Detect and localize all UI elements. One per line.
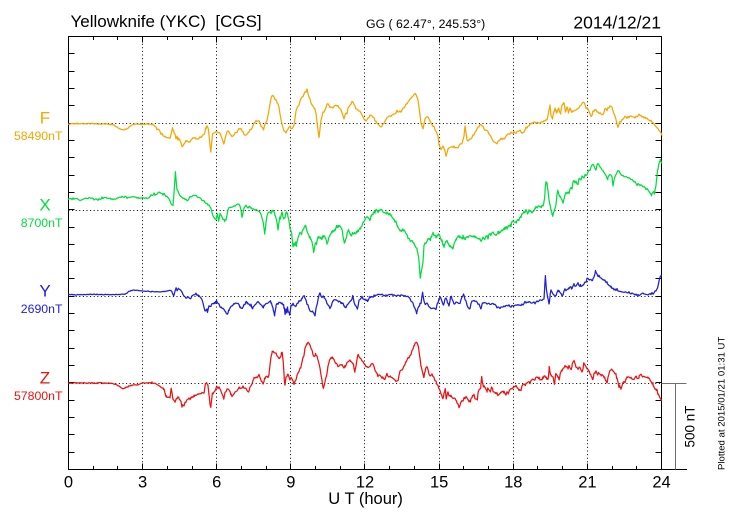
svg-text:F: F [40,109,50,128]
svg-text:Yellowknife (YKC) [CGS]: Yellowknife (YKC) [CGS] [71,12,262,31]
svg-text:12: 12 [356,474,374,492]
svg-text:57800nT: 57800nT [14,389,63,403]
svg-text:9: 9 [286,474,295,492]
svg-text:Plotted at 2015/01/21 01:31 UT: Plotted at 2015/01/21 01:31 UT [716,337,727,470]
svg-text:2690nT: 2690nT [21,302,63,316]
svg-text:6: 6 [212,474,221,492]
svg-text:21: 21 [578,474,596,492]
svg-text:2014/12/21: 2014/12/21 [573,12,661,32]
svg-text:15: 15 [430,474,448,492]
svg-text:Z: Z [40,369,50,388]
svg-text:U T (hour): U T (hour) [328,490,403,508]
svg-text:0: 0 [64,474,73,492]
svg-text:500 nT: 500 nT [683,405,698,447]
svg-text:24: 24 [652,474,670,492]
svg-text:GG ( 62.47°, 245.53°): GG ( 62.47°, 245.53°) [366,17,485,31]
svg-text:Y: Y [39,282,50,301]
svg-text:58490nT: 58490nT [14,129,63,143]
svg-text:8700nT: 8700nT [21,216,63,230]
svg-text:18: 18 [504,474,522,492]
svg-text:3: 3 [138,474,147,492]
svg-text:X: X [39,196,50,215]
